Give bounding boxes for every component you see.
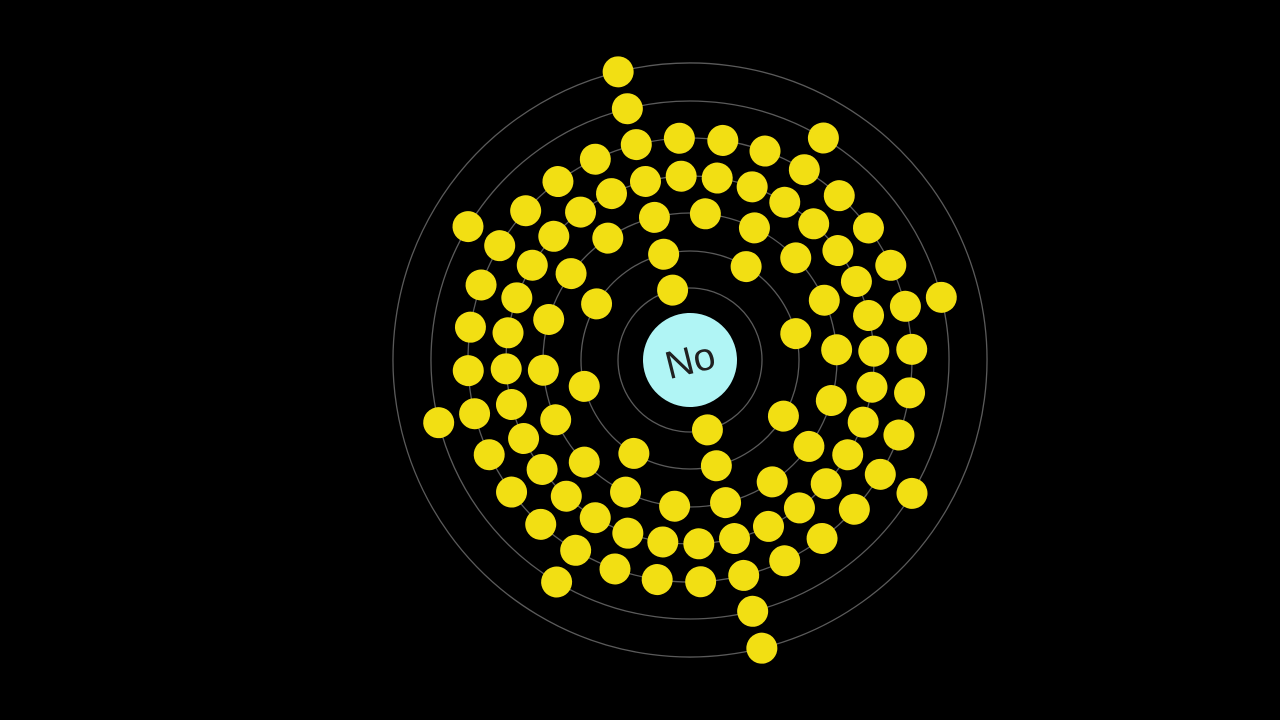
electron [462, 266, 500, 304]
electron [557, 532, 595, 570]
atom-diagram: No [0, 0, 1280, 720]
electron [565, 443, 603, 481]
electron [733, 168, 771, 206]
electron [704, 122, 742, 160]
electron [893, 331, 931, 369]
electron [538, 563, 576, 601]
electron [539, 163, 577, 201]
electron [766, 183, 804, 221]
electron [489, 314, 527, 352]
electron [891, 374, 929, 412]
electron [777, 239, 815, 277]
electron [449, 352, 487, 390]
electron [707, 484, 745, 522]
electron [530, 301, 568, 339]
electron [470, 436, 508, 474]
electron [680, 525, 718, 563]
electron [803, 520, 841, 558]
electron [750, 508, 788, 546]
electron [537, 401, 575, 439]
electron [805, 119, 843, 157]
electron [449, 208, 487, 246]
electron [765, 397, 803, 435]
electron [887, 288, 925, 326]
electron [493, 386, 531, 424]
atom-group: No [326, 0, 1054, 720]
electron [753, 463, 791, 501]
electron [818, 331, 856, 369]
electron [654, 271, 692, 309]
electron [493, 473, 531, 511]
electron [505, 420, 543, 458]
electron [644, 523, 682, 561]
electron [727, 248, 765, 286]
electron [661, 119, 699, 157]
electron [687, 195, 725, 233]
electron [862, 456, 900, 494]
electron [923, 279, 961, 317]
electron [552, 255, 590, 293]
electron [853, 368, 891, 406]
electron [656, 487, 694, 525]
electron [599, 53, 637, 91]
electron [615, 435, 653, 473]
electron [855, 332, 893, 370]
electron [638, 561, 676, 599]
electron [456, 395, 494, 433]
electron [872, 247, 910, 285]
electron [513, 246, 551, 284]
electron [645, 235, 683, 273]
electron [593, 175, 631, 213]
electron [609, 514, 647, 552]
electron [781, 489, 819, 527]
electron [607, 473, 645, 511]
nucleus: No [633, 303, 747, 417]
electron [844, 403, 882, 441]
electron [596, 550, 634, 588]
electron [813, 382, 851, 420]
electron [777, 315, 815, 353]
electron [819, 232, 857, 270]
electron [716, 520, 754, 558]
electron [618, 126, 656, 164]
electron [523, 451, 561, 489]
electron [662, 157, 700, 195]
electron [682, 563, 720, 601]
electron [790, 428, 828, 466]
electron [766, 542, 804, 580]
electron [786, 151, 824, 189]
electron [627, 163, 665, 201]
electron [578, 285, 616, 323]
electron [562, 193, 600, 231]
electron [725, 557, 763, 595]
electron [636, 199, 674, 237]
electron [850, 297, 888, 335]
electron [850, 209, 888, 247]
electron [452, 308, 490, 346]
electron [698, 447, 736, 485]
electron [498, 279, 536, 317]
electron [577, 140, 615, 178]
electron [743, 629, 781, 667]
electron [576, 499, 614, 537]
electron [565, 368, 603, 406]
electron [689, 411, 727, 449]
electron [481, 227, 519, 265]
electron [893, 475, 931, 513]
electron [420, 404, 458, 442]
electron [806, 281, 844, 319]
electron [746, 132, 784, 170]
electron [698, 159, 736, 197]
electron [838, 263, 876, 301]
electron [609, 90, 647, 128]
electron [487, 350, 525, 388]
electron [734, 593, 772, 631]
electron [589, 219, 627, 257]
electron [880, 416, 918, 454]
electron [525, 351, 563, 389]
electron [829, 436, 867, 474]
electron [736, 209, 774, 247]
